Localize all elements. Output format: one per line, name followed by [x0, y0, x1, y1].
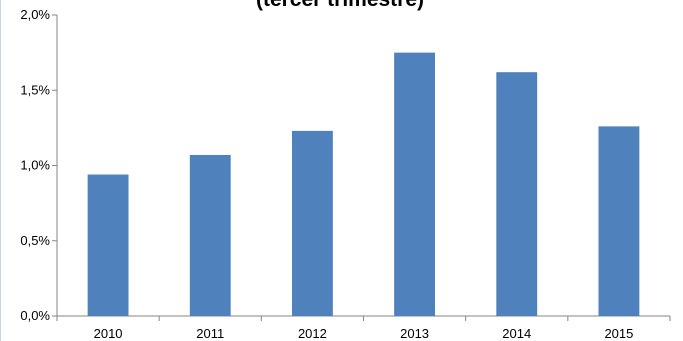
y-tick-label: 0,0%: [20, 308, 50, 323]
bar: [496, 72, 538, 316]
y-axis: 0,0% 0,5% 1,0% 1,5% 2,0%: [20, 7, 58, 323]
x-tick-label: 2014: [502, 326, 531, 341]
chart-title: (tercer trimestre): [256, 0, 424, 11]
bar: [291, 130, 333, 316]
left-border: [0, 0, 1, 341]
bar: [189, 154, 231, 316]
x-tick-label: 2011: [196, 326, 224, 341]
y-tick-label: 2,0%: [20, 7, 50, 22]
x-axis: 2010 2011 2012 2013 2014 2015: [56, 315, 671, 341]
x-tick-label: 2015: [604, 326, 633, 341]
bar: [598, 126, 640, 317]
y-tick-label: 0,5%: [20, 233, 50, 248]
bar: [394, 52, 436, 316]
x-tick-label: 2012: [298, 326, 327, 341]
bars: [87, 52, 640, 317]
bar: [87, 174, 129, 316]
x-tick-label: 2013: [400, 326, 429, 341]
x-tick-label: 2010: [94, 326, 123, 341]
y-tick-label: 1,5%: [20, 82, 50, 97]
y-tick-label: 1,0%: [20, 158, 50, 173]
